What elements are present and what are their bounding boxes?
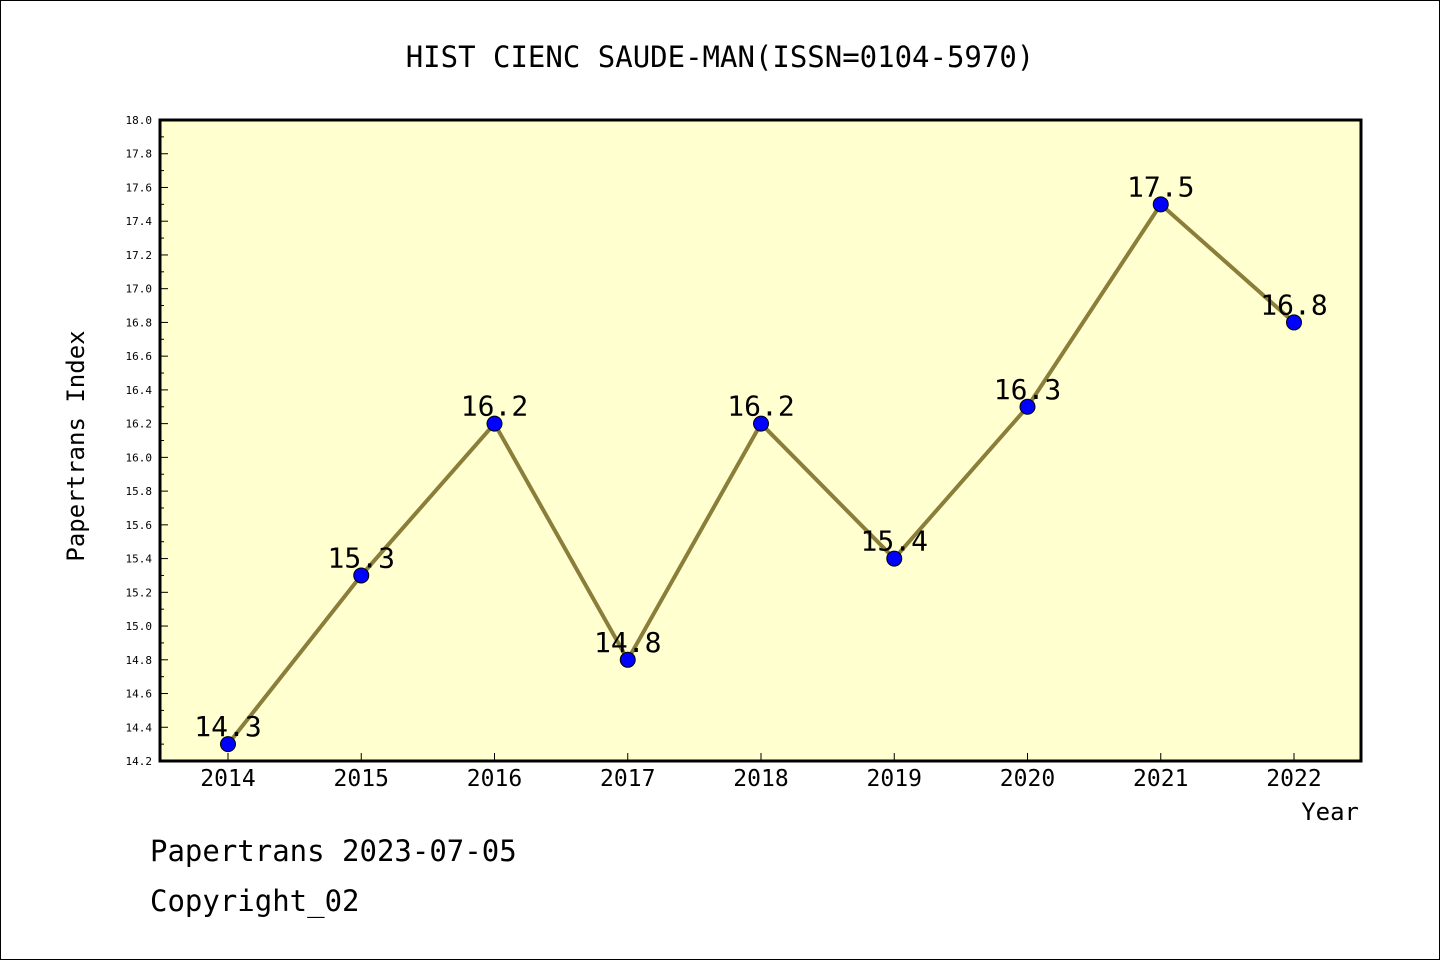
chart-title: HIST CIENC SAUDE-MAN(ISSN=0104-5970) [406,40,1035,74]
x-tick-label: 2018 [733,766,788,792]
data-label: 15.3 [328,541,395,574]
x-tick-label: 2015 [334,766,389,792]
x-tick-label: 2014 [200,766,255,792]
y-tick-label: 16.4 [126,384,153,397]
y-tick-label: 16.6 [126,350,153,363]
data-points [220,196,1302,753]
data-label: 14.3 [194,710,261,743]
y-tick-label: 17.6 [126,181,153,194]
data-point [1019,398,1036,415]
x-tick-label: 2016 [467,766,522,792]
y-tick-label: 18.0 [126,114,153,127]
data-label: 16.2 [461,390,528,423]
y-tick-label: 16.8 [126,316,153,329]
y-tick-label: 14.2 [126,755,153,768]
plot-border [158,118,1363,763]
footer-date: Papertrans 2023-07-05 [150,834,517,868]
x-axis-label: Year [1301,798,1359,826]
x-tick-label: 2021 [1133,766,1188,792]
data-point [1152,196,1169,213]
y-tick-label: 15.8 [126,485,153,498]
y-tick-label: 17.2 [126,249,153,262]
footer-copyright: Copyright_02 [150,884,360,918]
data-point [886,550,903,567]
data-labels: 14.3 15.3 16.2 14.8 16.2 15.4 16.3 17.5 16.8 [194,170,1327,743]
data-label: 17.5 [1127,170,1194,203]
y-tick-label: 14.6 [126,688,153,701]
y-tick-label: 15.4 [126,553,153,566]
data-point [619,651,636,668]
y-axis-label: Papertrans Index [62,330,90,561]
y-tick-label: 16.0 [126,451,153,464]
data-label: 15.4 [861,525,928,558]
data-label: 16.3 [994,373,1061,406]
data-label: 14.8 [594,626,661,659]
plot-area [160,120,1361,761]
y-tick-label: 17.0 [126,283,153,296]
y-tick-label: 15.0 [126,620,153,633]
data-point [486,415,503,432]
x-axis: 2014 2015 2016 2017 2018 2019 2020 2021 2022 [200,753,1322,792]
x-tick-label: 2017 [600,766,655,792]
y-tick-label: 15.6 [126,519,153,532]
data-point [1286,314,1302,331]
y-tick-label: 15.2 [126,586,153,599]
data-point [220,736,236,753]
x-tick-label: 2022 [1266,766,1321,792]
y-tick-label: 17.8 [126,148,153,161]
data-label: 16.2 [727,390,794,423]
y-tick-label: 14.8 [126,654,153,667]
data-point [753,415,769,432]
x-tick-label: 2020 [1000,766,1055,792]
y-tick-label: 14.4 [126,721,153,734]
y-axis: 14.2 14.4 14.6 14.8 15.0 15.2 15.4 15.6 15.8 16.0… [126,114,168,768]
y-tick-label: 16.2 [126,418,153,431]
data-label: 16.8 [1260,288,1327,321]
x-tick-label: 2019 [867,766,922,792]
data-point [353,567,370,584]
y-tick-label: 17.4 [126,215,153,228]
